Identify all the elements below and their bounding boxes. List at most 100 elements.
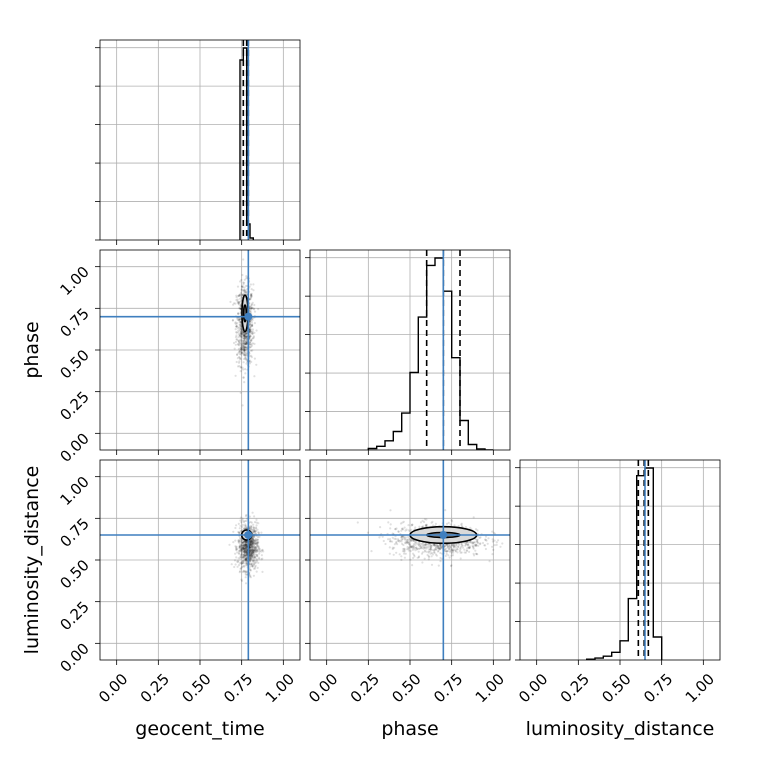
- sample-point: [239, 540, 242, 543]
- sample-point: [405, 538, 409, 541]
- sample-point: [400, 540, 403, 543]
- sample-point: [248, 550, 251, 553]
- sample-point: [403, 536, 406, 539]
- sample-point: [249, 540, 252, 543]
- sample-point: [251, 549, 254, 552]
- sample-point: [243, 551, 247, 555]
- sample-point: [245, 547, 248, 550]
- sample-point: [240, 332, 243, 335]
- sample-point: [242, 540, 245, 543]
- sample-point: [396, 543, 399, 546]
- sample-point: [245, 342, 248, 345]
- sample-point: [245, 573, 248, 576]
- sample-point: [243, 551, 246, 554]
- sample-point: [250, 551, 253, 554]
- sample-point: [244, 352, 247, 355]
- sample-point: [250, 292, 253, 295]
- x-axis-label-phase: phase: [381, 718, 438, 740]
- sample-point: [239, 332, 243, 335]
- sample-point: [412, 544, 415, 548]
- sample-point: [241, 404, 244, 407]
- x-tick-label: 0.25: [557, 670, 593, 706]
- sample-point: [251, 539, 254, 542]
- sample-point: [486, 542, 489, 545]
- sample-point: [455, 544, 458, 547]
- sample-point: [239, 516, 242, 519]
- sample-point: [255, 548, 259, 551]
- sample-point: [236, 353, 239, 356]
- sample-point: [239, 557, 242, 560]
- sample-point: [251, 511, 254, 514]
- sample-point: [241, 345, 244, 348]
- sample-point: [239, 294, 243, 297]
- sample-point: [238, 546, 241, 549]
- sample-point: [253, 529, 256, 532]
- sample-point: [467, 546, 471, 549]
- sample-point: [251, 555, 255, 559]
- sample-point: [244, 556, 247, 560]
- sample-point: [425, 523, 428, 527]
- sample-point: [423, 518, 426, 521]
- sample-point: [481, 541, 485, 545]
- sample-point: [249, 555, 252, 558]
- sample-point: [245, 544, 248, 547]
- sample-point: [401, 535, 404, 538]
- sample-point: [469, 541, 472, 544]
- sample-point: [249, 328, 252, 331]
- sample-point: [238, 545, 241, 548]
- sample-point: [243, 553, 246, 556]
- sample-point: [396, 538, 400, 541]
- sample-point: [249, 558, 252, 561]
- sample-point: [473, 541, 476, 544]
- sample-point: [239, 332, 242, 335]
- sample-point: [411, 548, 414, 552]
- sample-point: [240, 548, 243, 552]
- sample-point: [456, 548, 459, 551]
- sample-point: [234, 321, 237, 324]
- sample-point: [452, 549, 456, 552]
- sample-point: [252, 530, 256, 533]
- sample-point: [428, 543, 431, 546]
- sample-point: [240, 562, 243, 565]
- sample-point: [427, 543, 430, 547]
- sample-point: [245, 519, 248, 523]
- sample-point: [245, 335, 248, 338]
- sample-point: [453, 545, 456, 548]
- sample-point: [241, 560, 244, 563]
- sample-point: [240, 348, 243, 351]
- sample-point: [251, 545, 254, 548]
- sample-point: [241, 546, 244, 549]
- sample-point: [243, 346, 246, 349]
- sample-point: [253, 530, 256, 533]
- sample-point: [495, 541, 498, 544]
- sample-point: [448, 556, 451, 559]
- sample-point: [243, 346, 246, 350]
- sample-point: [488, 560, 491, 563]
- sample-point: [433, 544, 436, 547]
- sample-point: [249, 539, 252, 542]
- sample-point: [231, 319, 234, 322]
- sample-point: [388, 552, 391, 555]
- sample-point: [242, 353, 245, 356]
- sample-point: [245, 358, 248, 361]
- sample-point: [249, 325, 253, 328]
- sample-point: [491, 540, 494, 543]
- sample-point: [238, 350, 241, 353]
- y-tick-label: 0.00: [56, 639, 92, 675]
- sample-point: [453, 524, 456, 527]
- sample-point: [244, 368, 247, 371]
- sample-point: [449, 546, 452, 549]
- sample-point: [234, 302, 237, 305]
- sample-point: [513, 547, 515, 549]
- sample-point: [422, 544, 425, 547]
- sample-point: [239, 537, 242, 541]
- sample-point: [432, 524, 435, 527]
- sample-point: [242, 344, 245, 348]
- sample-point: [241, 366, 244, 369]
- sample-point: [248, 539, 251, 542]
- sample-point: [240, 328, 243, 331]
- sample-point: [476, 540, 479, 543]
- sample-point: [418, 547, 421, 550]
- sample-point: [254, 553, 257, 556]
- sample-point: [252, 538, 256, 541]
